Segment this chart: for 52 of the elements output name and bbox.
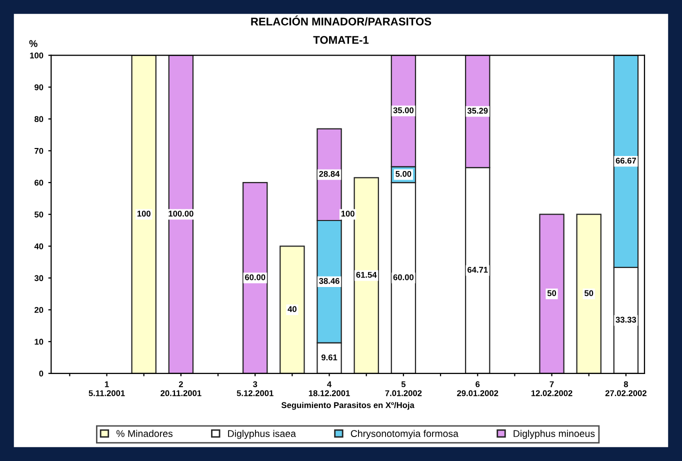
y-tick-label: 80 (34, 116, 44, 122)
data-label: 100.00 (168, 210, 194, 217)
bar (168, 55, 194, 374)
x-tick-label: 5 7.01.2002 (385, 381, 422, 396)
data-label: 64.71 (467, 266, 488, 273)
x-tick-label: 4 18.12.2001 (308, 381, 350, 396)
data-label: 28.84 (319, 170, 340, 177)
data-label: 35.00 (393, 107, 414, 114)
y-tick-label: 90 (34, 84, 44, 90)
x-tick-label: 6 29.01.2002 (457, 381, 498, 396)
y-tick-label: 30 (34, 275, 44, 282)
y-tick-label: 50 (34, 212, 44, 218)
y-tick-label: 10 (34, 338, 44, 345)
y-tick-label: 40 (34, 243, 44, 250)
y-tick-label: 70 (34, 148, 44, 154)
bar (354, 177, 379, 374)
y-axis-title: % (29, 40, 38, 48)
data-label: 50 (584, 290, 594, 296)
data-label: 33.33 (616, 316, 636, 323)
chart-subtitle: TOMATE-1 (313, 36, 369, 44)
y-tick-label: 100 (30, 52, 44, 58)
bar (280, 246, 305, 374)
legend-label: % Minadores (116, 430, 173, 438)
bar (539, 214, 564, 374)
bar (576, 214, 602, 374)
data-label: 66.67 (616, 158, 636, 164)
x-tick-label: 2 20.11.2001 (160, 381, 202, 396)
data-label: 50 (547, 290, 556, 296)
legend-label: Diglyphus isaea (228, 430, 296, 439)
x-tick-label: 1 5.11.2001 (88, 381, 125, 396)
data-label: 35.29 (467, 108, 488, 114)
data-label: 5.00 (396, 170, 412, 177)
y-tick-label: 60 (34, 180, 44, 186)
data-label: 40 (288, 306, 296, 312)
y-tick-label: 0 (39, 370, 44, 377)
x-tick-label: 7 12.02.2002 (531, 381, 572, 396)
data-label: 60.00 (244, 274, 266, 280)
legend-label: Diglyphus minoeus (514, 430, 595, 439)
bar (242, 182, 268, 374)
x-tick-label: 8 27.02.2002 (605, 381, 646, 396)
x-axis-title: Seguimiento Parasitos en Xº/Hoja (281, 402, 414, 410)
chart-title: RELACIÓN MINADOR/PARASITOS (251, 16, 432, 26)
data-label: 38.46 (319, 278, 340, 284)
data-label: 9.61 (321, 354, 338, 360)
annotation: 100 (341, 210, 354, 217)
data-label: 60.00 (393, 274, 414, 280)
y-tick-label: 20 (34, 306, 44, 313)
bar (131, 55, 156, 374)
legend-label: Chrysonotomyia formosa (350, 430, 458, 439)
x-tick-label: 3 5.12.2001 (236, 381, 274, 396)
data-label: 100 (137, 210, 150, 217)
data-label: 61.54 (356, 272, 377, 278)
